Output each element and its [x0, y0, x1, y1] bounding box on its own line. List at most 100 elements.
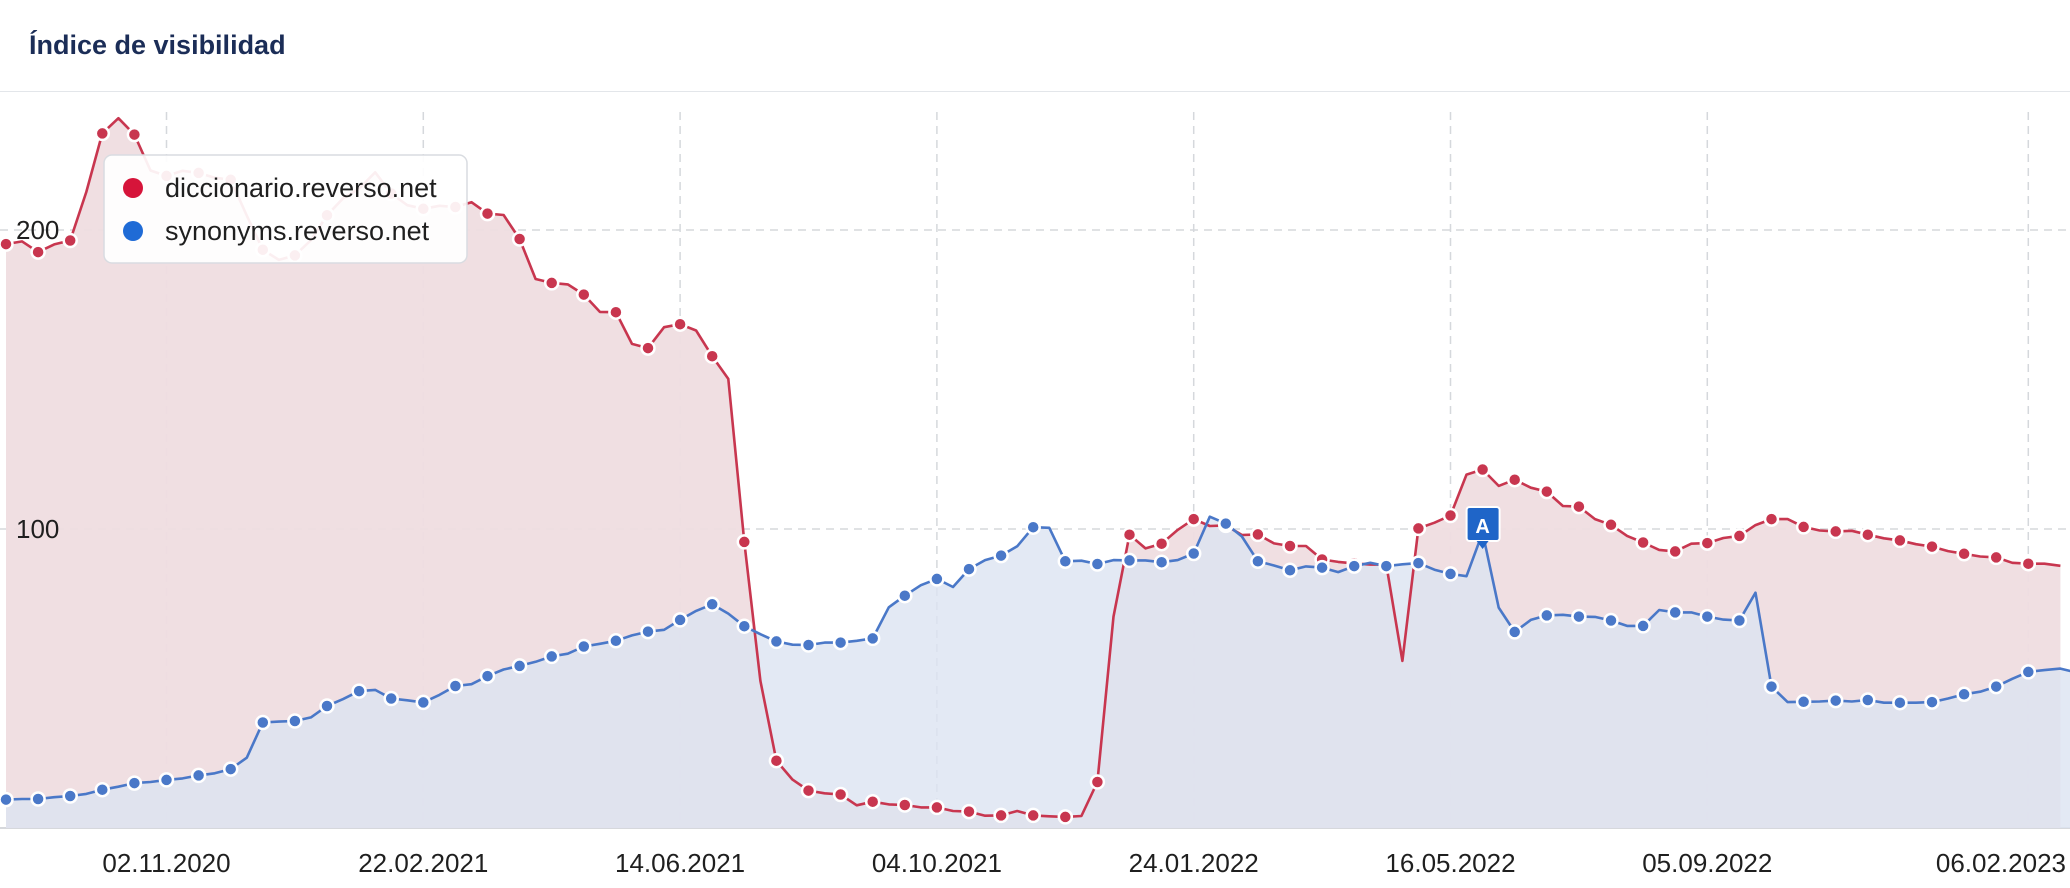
synonyms-point[interactable]	[287, 713, 303, 729]
synonyms-point[interactable]	[1346, 558, 1362, 574]
synonyms-point[interactable]	[1924, 694, 1940, 710]
synonyms-point[interactable]	[1121, 552, 1138, 569]
synonyms-point[interactable]	[30, 791, 46, 807]
diccionario-point[interactable]	[961, 803, 977, 820]
diccionario-point[interactable]	[832, 786, 849, 803]
diccionario-point[interactable]	[1699, 535, 1716, 551]
diccionario-point[interactable]	[640, 340, 656, 356]
synonyms-point[interactable]	[1250, 553, 1266, 570]
diccionario-point[interactable]	[1571, 498, 1587, 515]
synonyms-point[interactable]	[1506, 624, 1523, 640]
diccionario-point[interactable]	[2020, 555, 2037, 572]
annotations[interactable]: A	[1465, 506, 1501, 549]
diccionario-point[interactable]	[1827, 523, 1844, 540]
synonyms-point[interactable]	[126, 775, 143, 791]
synonyms-point[interactable]	[993, 547, 1009, 564]
synonyms-point[interactable]	[1153, 554, 1170, 570]
synonyms-point[interactable]	[1635, 618, 1651, 634]
synonyms-point[interactable]	[1827, 692, 1844, 709]
synonyms-point[interactable]	[222, 761, 239, 777]
synonyms-point[interactable]	[640, 623, 656, 640]
diccionario-point[interactable]	[0, 236, 14, 252]
synonyms-point[interactable]	[1603, 612, 1619, 629]
diccionario-point[interactable]	[1410, 520, 1427, 537]
synonyms-point[interactable]	[736, 618, 753, 634]
diccionario-point[interactable]	[608, 304, 624, 320]
synonyms-point[interactable]	[479, 668, 496, 684]
diccionario-point[interactable]	[1731, 528, 1748, 544]
annotation-flag[interactable]: A	[1465, 506, 1501, 549]
diccionario-point[interactable]	[1603, 517, 1619, 533]
legend[interactable]: diccionario.reverso.net synonyms.reverso.…	[103, 154, 468, 264]
synonyms-point[interactable]	[383, 690, 399, 707]
synonyms-point[interactable]	[158, 772, 175, 788]
synonyms-point[interactable]	[1185, 545, 1202, 562]
diccionario-point[interactable]	[543, 275, 560, 291]
diccionario-point[interactable]	[1250, 526, 1266, 543]
diccionario-point[interactable]	[1667, 543, 1683, 560]
synonyms-point[interactable]	[447, 678, 464, 694]
synonyms-point[interactable]	[351, 683, 367, 699]
synonyms-point[interactable]	[1667, 604, 1683, 621]
synonyms-point[interactable]	[1699, 608, 1716, 625]
diccionario-point[interactable]	[1025, 807, 1041, 824]
synonyms-point[interactable]	[864, 630, 881, 647]
synonyms-point[interactable]	[62, 788, 78, 804]
synonyms-point[interactable]	[94, 781, 111, 798]
diccionario-point[interactable]	[800, 782, 817, 799]
diccionario-point[interactable]	[1795, 519, 1812, 535]
synonyms-point[interactable]	[543, 648, 560, 665]
diccionario-point[interactable]	[768, 752, 785, 769]
diccionario-point[interactable]	[1539, 483, 1555, 500]
diccionario-point[interactable]	[1635, 534, 1651, 551]
diccionario-point[interactable]	[479, 205, 496, 222]
synonyms-point[interactable]	[1571, 608, 1587, 625]
diccionario-point[interactable]	[1153, 535, 1170, 552]
diccionario-point[interactable]	[1763, 511, 1780, 527]
synonyms-point[interactable]	[2020, 664, 2037, 680]
diccionario-point[interactable]	[704, 348, 720, 364]
synonyms-point[interactable]	[1025, 519, 1041, 535]
synonyms-point[interactable]	[1860, 692, 1876, 708]
diccionario-point[interactable]	[1282, 538, 1298, 554]
synonyms-point[interactable]	[415, 694, 432, 711]
diccionario-point[interactable]	[576, 286, 592, 303]
synonyms-point[interactable]	[961, 561, 977, 577]
diccionario-point[interactable]	[864, 793, 881, 810]
visibility-chart[interactable]: 02.11.2020 22.02.2021 14.06.2021 04.10.2021…	[0, 92, 2070, 888]
diccionario-point[interactable]	[897, 797, 913, 813]
diccionario-point[interactable]	[1185, 511, 1202, 527]
legend-item-diccionario[interactable]: diccionario.reverso.net	[123, 173, 437, 203]
diccionario-point[interactable]	[1057, 809, 1074, 825]
diccionario-point[interactable]	[30, 244, 46, 260]
diccionario-point[interactable]	[1892, 532, 1908, 549]
diccionario-point[interactable]	[94, 125, 111, 142]
synonyms-point[interactable]	[255, 714, 271, 731]
diccionario-point[interactable]	[1860, 526, 1876, 543]
synonyms-point[interactable]	[1442, 566, 1459, 582]
diccionario-point[interactable]	[736, 534, 753, 550]
diccionario-point[interactable]	[1089, 774, 1106, 790]
synonyms-point[interactable]	[1988, 678, 2004, 695]
synonyms-point[interactable]	[319, 698, 335, 714]
diccionario-point[interactable]	[511, 231, 528, 247]
synonyms-point[interactable]	[1378, 558, 1395, 574]
diccionario-point[interactable]	[672, 316, 688, 332]
synonyms-point[interactable]	[1410, 555, 1427, 571]
synonyms-point[interactable]	[832, 634, 849, 651]
synonyms-point[interactable]	[1763, 678, 1780, 695]
synonyms-point[interactable]	[1795, 694, 1812, 710]
synonyms-point[interactable]	[1089, 556, 1106, 572]
diccionario-point[interactable]	[929, 799, 945, 816]
synonyms-point[interactable]	[1892, 694, 1908, 711]
synonyms-point[interactable]	[0, 791, 14, 808]
diccionario-point[interactable]	[1956, 546, 1972, 562]
diccionario-point[interactable]	[1988, 549, 2004, 566]
synonyms-point[interactable]	[1282, 562, 1298, 579]
synonyms-point[interactable]	[576, 638, 592, 655]
synonyms-point[interactable]	[929, 571, 945, 587]
synonyms-point[interactable]	[800, 637, 817, 653]
synonyms-point[interactable]	[1218, 515, 1234, 532]
synonyms-point[interactable]	[672, 612, 688, 628]
synonyms-point[interactable]	[1731, 612, 1748, 629]
